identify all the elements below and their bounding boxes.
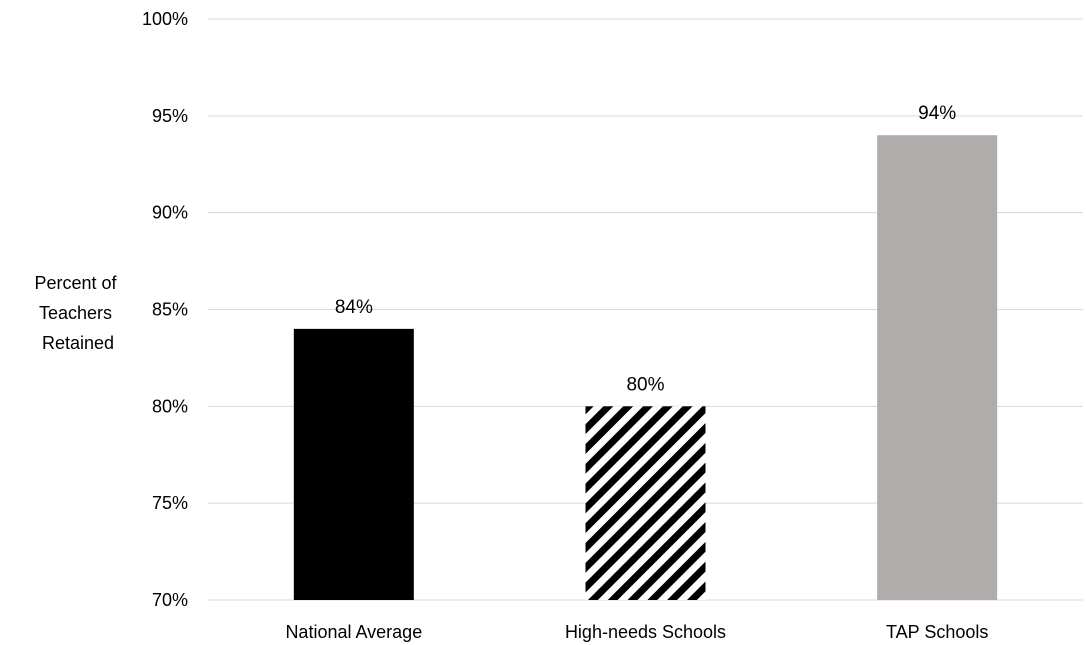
y-tick-label: 70% [152, 590, 188, 610]
bar-tap-schools [877, 135, 998, 600]
y-tick-label: 95% [152, 106, 188, 126]
y-axis-label-line-2: Teachers [39, 303, 112, 323]
y-tick-label: 85% [152, 300, 188, 320]
bar-high-needs-schools [585, 406, 706, 600]
category-label: High-needs Schools [565, 622, 726, 642]
y-axis-ticks: 70% 75% 80% 85% 90% 95% 100% [142, 9, 188, 610]
y-axis-label: Percent of Teachers Retained [34, 273, 121, 353]
data-label: 94% [918, 103, 956, 124]
y-tick-label: 80% [152, 396, 188, 416]
y-tick-label: 100% [142, 9, 188, 29]
data-label: 84% [335, 297, 373, 318]
data-labels: 84% 80% 94% [335, 103, 956, 395]
data-label: 80% [626, 374, 664, 395]
category-label: TAP Schools [886, 622, 988, 642]
y-axis-label-line-3: Retained [42, 333, 114, 353]
category-labels: National Average High-needs Schools TAP Sc… [285, 622, 988, 642]
category-label: National Average [285, 622, 422, 642]
bar-national-average [293, 328, 414, 600]
bars [293, 135, 998, 600]
y-axis-label-line-1: Percent of [34, 273, 117, 293]
y-tick-label: 75% [152, 493, 188, 513]
y-tick-label: 90% [152, 203, 188, 223]
